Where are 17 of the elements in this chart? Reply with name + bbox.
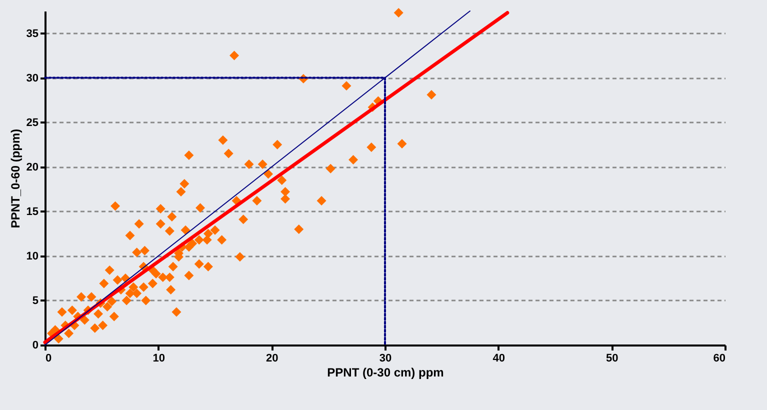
y-tick-label: 30 xyxy=(26,72,38,84)
y-tick-label: 35 xyxy=(26,28,38,40)
y-tick-label: 5 xyxy=(32,294,38,307)
x-tick-label: 20 xyxy=(266,352,278,364)
x-tick-label: 60 xyxy=(713,352,726,364)
x-tick-label: 10 xyxy=(152,352,165,364)
y-axis-title: PPNT_0-60 (ppm) xyxy=(8,128,22,228)
y-tick-label: 10 xyxy=(26,250,38,262)
x-tick-label: 0 xyxy=(46,352,52,364)
y-tick-label: 20 xyxy=(26,161,38,174)
y-tick-label: 0 xyxy=(32,340,38,352)
x-tick-label: 30 xyxy=(379,352,392,364)
x-tick-label: 40 xyxy=(492,352,505,364)
x-axis-title: PPNT (0-30 cm) ppm xyxy=(327,366,444,380)
y-tick-label: 25 xyxy=(26,116,38,129)
y-tick-label: 15 xyxy=(26,206,38,218)
x-tick-label: 50 xyxy=(606,352,618,364)
